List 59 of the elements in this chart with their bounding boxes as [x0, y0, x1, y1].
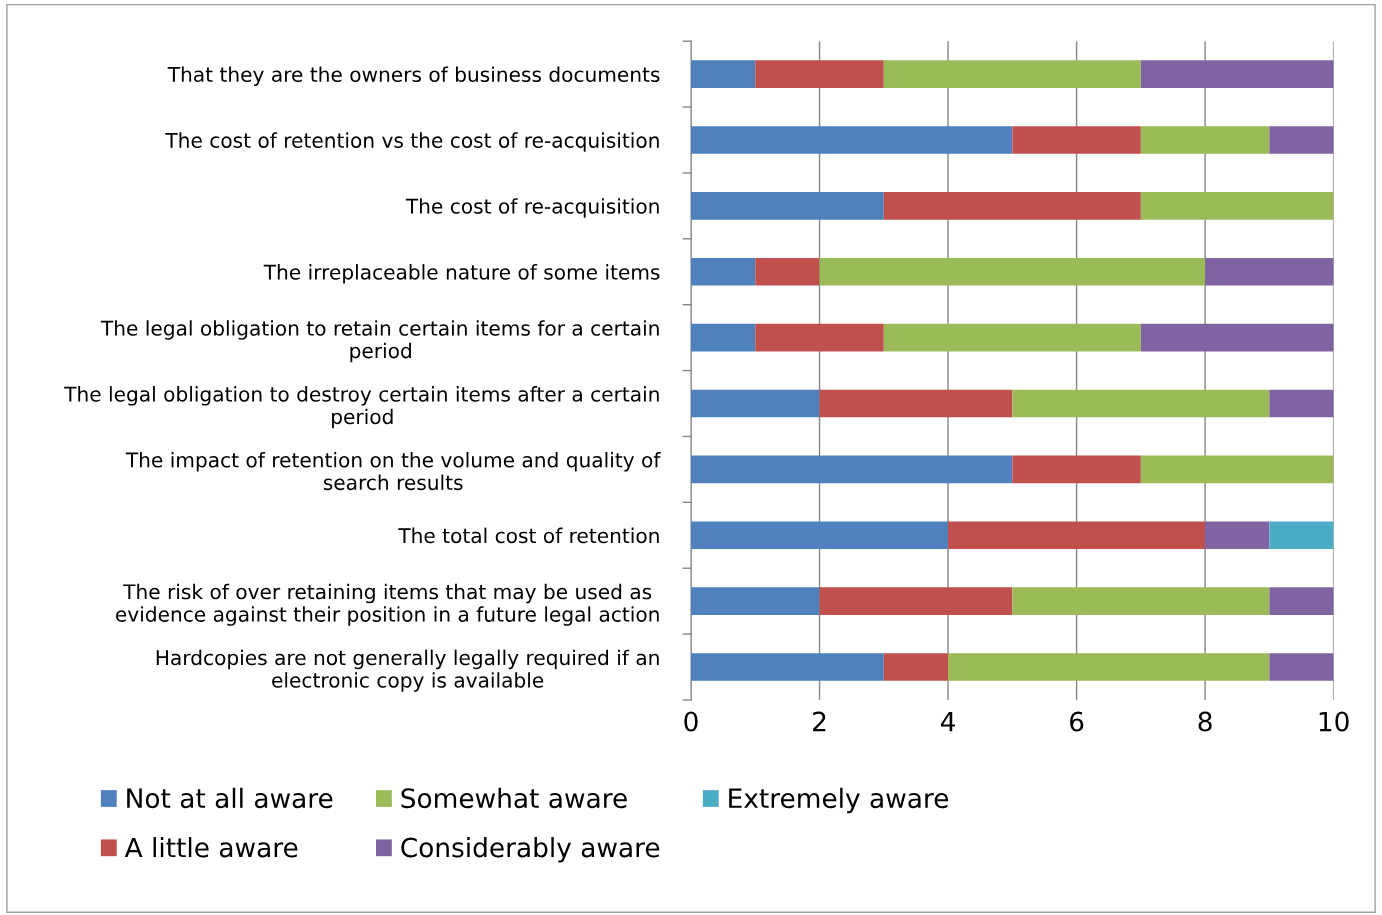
- y-tick-label: The legal obligation to destroy certain items after a certain period: [64, 386, 659, 429]
- bar: [691, 257, 756, 286]
- bar: [755, 60, 884, 88]
- bar: [819, 257, 1206, 286]
- y-tick-label: The risk of over retaining items that may be used as evidence against their position in a future legal action: [116, 583, 659, 626]
- bar: [1140, 192, 1334, 220]
- x-tick-label: 4: [940, 711, 955, 732]
- y-tick-label: The irreplaceable nature of some items: [263, 264, 660, 284]
- legend-label: Not at all aware: [127, 787, 333, 809]
- legend-label: Considerably aware: [401, 837, 660, 863]
- bar: [883, 60, 1141, 88]
- x-tick-label: 6: [1070, 711, 1084, 732]
- x-tick-label: 2: [813, 711, 826, 732]
- y-tick-label: That they are the owners of business documents: [167, 66, 660, 86]
- bar: [948, 653, 1270, 681]
- bar: [1205, 521, 1270, 550]
- bar: [691, 455, 1013, 484]
- y-tick-label: The total cost of retention: [398, 527, 659, 544]
- bar: [1012, 455, 1141, 484]
- bar: [1012, 389, 1270, 418]
- bar: [1269, 389, 1334, 418]
- bar: [1140, 126, 1270, 154]
- y-tick-label: The cost of retention vs the cost of re-acquisition: [165, 132, 659, 152]
- bar: [883, 653, 949, 681]
- bar: [1140, 60, 1334, 88]
- bar: [1269, 653, 1334, 681]
- bar: [691, 653, 884, 681]
- x-tick-label: 0: [684, 711, 698, 732]
- bar: [1012, 126, 1141, 154]
- bar: [691, 521, 949, 550]
- bar: [691, 389, 820, 418]
- bar: [755, 257, 820, 286]
- bar: [1205, 257, 1334, 286]
- bar: [819, 587, 1013, 615]
- bar: [1012, 587, 1270, 615]
- y-tick-label: The legal obligation to retain certain items for a certain period: [100, 320, 659, 363]
- y-tick-label: The impact of retention on the volume and quality of search results: [125, 452, 661, 491]
- x-tick-label: 10: [1319, 711, 1349, 732]
- bar: [691, 60, 756, 88]
- bar: [1269, 126, 1334, 154]
- bar: [883, 323, 1141, 352]
- bar: [691, 587, 820, 615]
- bar: [755, 323, 884, 352]
- y-tick-label: The cost of re-acquisition: [405, 198, 659, 218]
- bar: [691, 323, 756, 352]
- legend-label: A little aware: [124, 837, 298, 858]
- bar: [1269, 587, 1334, 615]
- y-tick-label: Hardcopies are not generally legally required if an electronic copy is available: [156, 649, 659, 692]
- legend-label: Extremely aware: [729, 787, 949, 814]
- bar: [1140, 323, 1334, 352]
- bar: [819, 389, 1013, 418]
- bar: [1140, 455, 1334, 484]
- bar: [691, 192, 884, 220]
- bar: [948, 521, 1206, 550]
- x-tick-label: 8: [1198, 711, 1212, 732]
- bar: [1269, 521, 1334, 550]
- bar: [691, 126, 1013, 154]
- legend-label: Somewhat aware: [401, 787, 627, 809]
- bar: [883, 192, 1141, 220]
